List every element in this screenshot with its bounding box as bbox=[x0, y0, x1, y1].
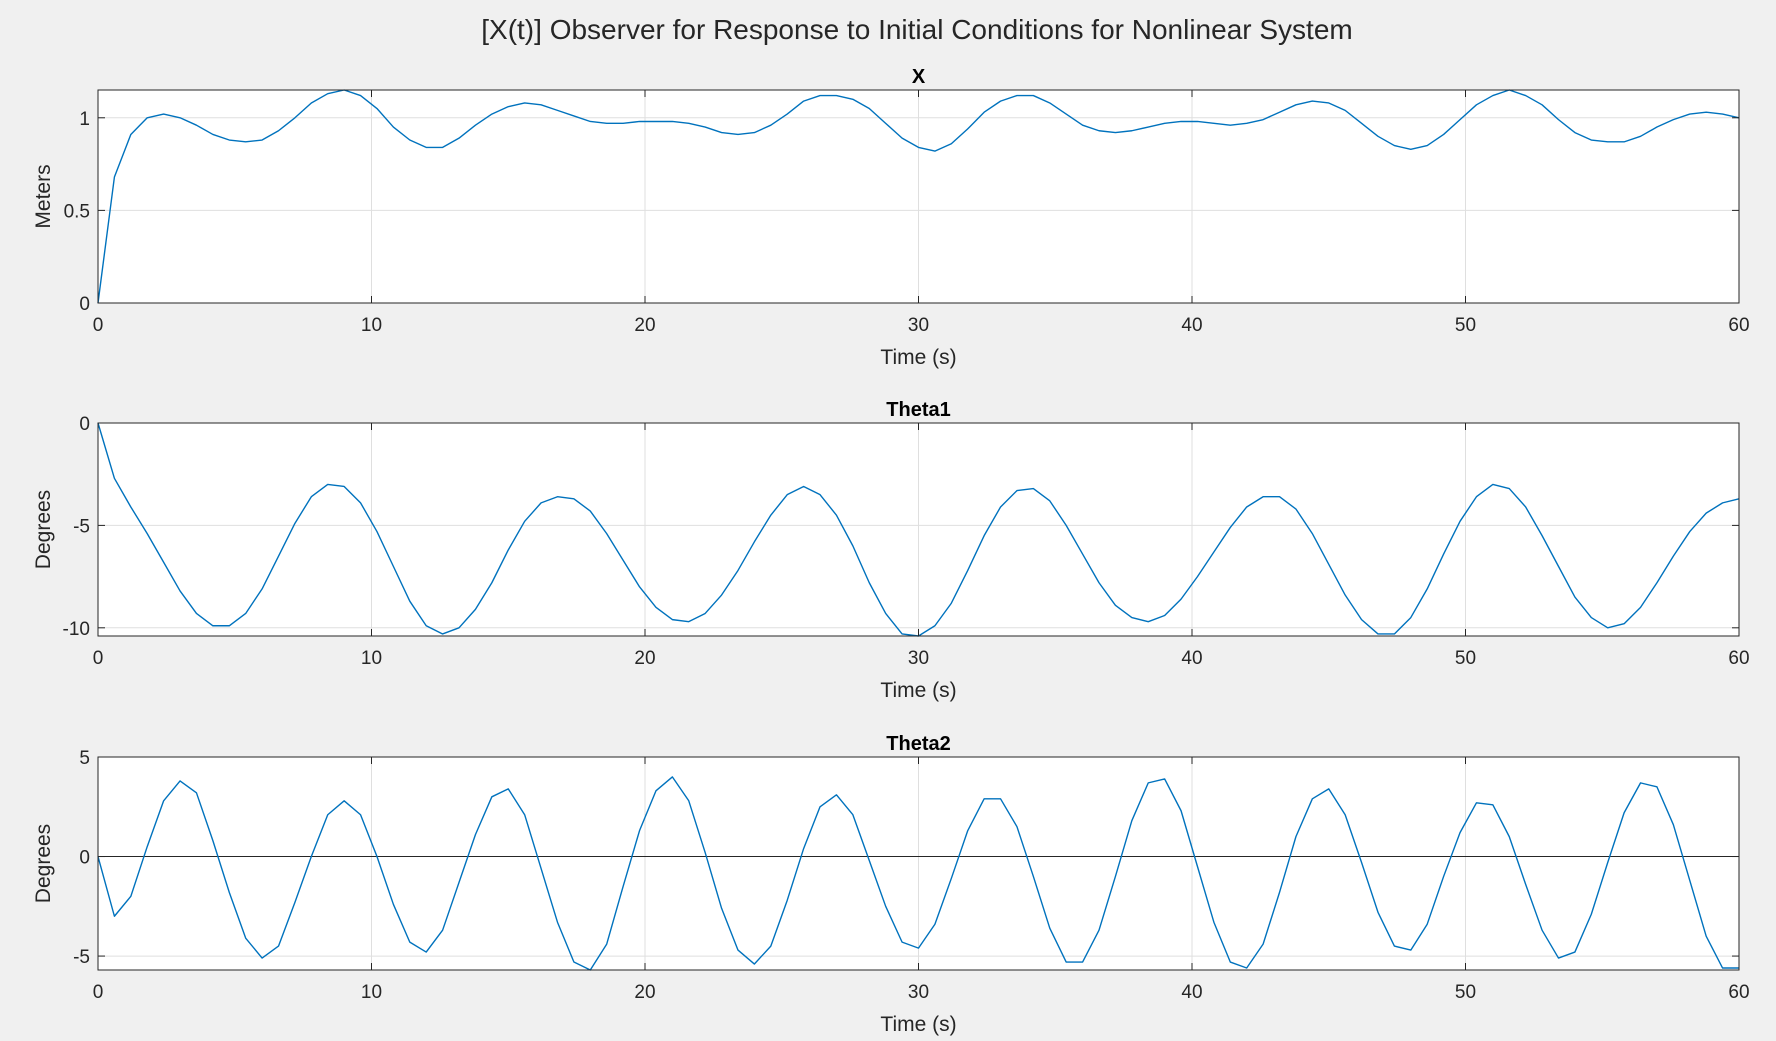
x-tick-label-2-2: 20 bbox=[634, 982, 655, 1003]
y-axis-label-0: Meters bbox=[32, 164, 55, 228]
x-tick-label-1-6: 60 bbox=[1728, 648, 1749, 669]
x-tick-label-1-0: 0 bbox=[93, 648, 104, 669]
series-line-0 bbox=[97, 89, 1740, 304]
plot-title-1: Theta1 bbox=[886, 399, 950, 421]
x-tick-label-1-3: 30 bbox=[908, 648, 929, 669]
plot-title-0: X bbox=[912, 66, 926, 88]
y-axis-label-1: Degrees bbox=[32, 490, 55, 569]
x-tick-label-2-4: 40 bbox=[1181, 982, 1202, 1003]
x-tick-label-2-6: 60 bbox=[1728, 982, 1749, 1003]
x-tick-label-0-0: 0 bbox=[93, 315, 104, 336]
x-tick-label-0-3: 30 bbox=[908, 315, 929, 336]
x-tick-label-2-5: 50 bbox=[1455, 982, 1476, 1003]
y-axis-label-2: Degrees bbox=[32, 824, 55, 903]
y-tick-label-0-1: 0.5 bbox=[64, 201, 90, 222]
y-tick-label-1-0: -10 bbox=[63, 619, 90, 640]
x-tick-label-1-2: 20 bbox=[634, 648, 655, 669]
x-tick-label-1-1: 10 bbox=[361, 648, 382, 669]
y-tick-label-1-2: 0 bbox=[79, 414, 90, 435]
x-tick-label-2-0: 0 bbox=[93, 982, 104, 1003]
subplot-0: 0 10 20 30 40 50 60 0 0.5 1 X Time (s) Meters bbox=[32, 66, 1750, 369]
plot-title-2: Theta2 bbox=[886, 733, 950, 755]
y-tick-label-0-0: 0 bbox=[79, 294, 90, 315]
series-line-2 bbox=[97, 776, 1739, 971]
x-axis-label-1: Time (s) bbox=[880, 679, 956, 702]
x-tick-label-0-5: 50 bbox=[1455, 315, 1476, 336]
y-tick-label-2-2: 5 bbox=[79, 748, 90, 769]
subplot-1: 0 10 20 30 40 50 60 -10 -5 0 Theta1 Time (s) Degrees bbox=[32, 399, 1750, 702]
y-tick-label-1-1: -5 bbox=[73, 516, 90, 537]
x-tick-label-1-5: 50 bbox=[1455, 648, 1476, 669]
y-tick-label-2-0: -5 bbox=[73, 947, 90, 968]
x-tick-label-2-1: 10 bbox=[361, 982, 382, 1003]
x-tick-label-0-2: 20 bbox=[634, 315, 655, 336]
x-axis-label-2: Time (s) bbox=[880, 1013, 956, 1036]
y-tick-label-0-2: 1 bbox=[79, 109, 90, 130]
x-tick-label-2-3: 30 bbox=[908, 982, 929, 1003]
x-tick-label-0-4: 40 bbox=[1181, 315, 1202, 336]
x-tick-label-0-1: 10 bbox=[361, 315, 382, 336]
x-tick-label-0-6: 60 bbox=[1728, 315, 1749, 336]
x-tick-label-1-4: 40 bbox=[1181, 648, 1202, 669]
x-axis-label-0: Time (s) bbox=[880, 346, 956, 369]
y-tick-label-2-1: 0 bbox=[79, 848, 90, 869]
figure-title: [X(t)] Observer for Response to Initial … bbox=[481, 14, 1352, 45]
